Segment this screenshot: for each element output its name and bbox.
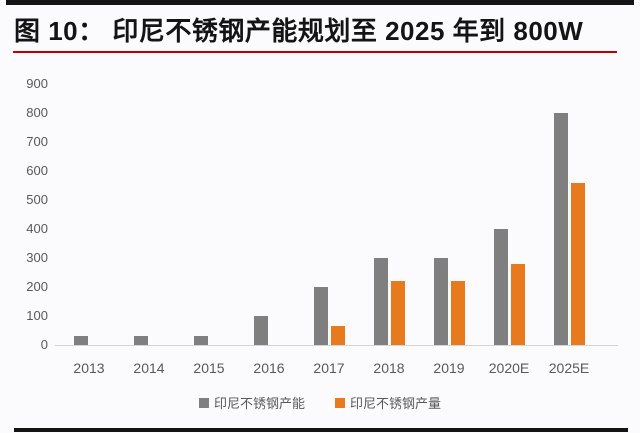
y-tick-label: 300	[26, 250, 48, 265]
y-tick-label: 400	[26, 221, 48, 236]
legend-label-capacity: 印尼不锈钢产能	[213, 396, 305, 411]
x-tick-label: 2025E	[548, 360, 590, 376]
bar-output-2018	[390, 281, 405, 345]
y-tick-label: 800	[26, 105, 48, 120]
y-tick-label: 500	[26, 192, 48, 207]
bar-capacity-2020E	[493, 229, 508, 345]
x-tick-label: 2020E	[488, 360, 530, 376]
y-tick-label: 100	[26, 308, 48, 323]
y-tick-label: 900	[26, 76, 48, 91]
bar-capacity-2025E	[553, 113, 568, 345]
bar-capacity-2014	[133, 336, 148, 345]
x-tick-label: 2017	[313, 360, 345, 376]
x-axis-line	[55, 345, 618, 346]
top-border-bar	[6, 0, 634, 5]
bar-capacity-2019	[433, 258, 448, 345]
legend-swatch-capacity	[198, 397, 209, 408]
y-tick-label: 600	[26, 163, 48, 178]
bottom-border-bar	[14, 428, 628, 432]
x-tick-label: 2015	[193, 360, 225, 376]
bar-capacity-2017	[313, 287, 328, 345]
x-tick-label: 2013	[73, 360, 105, 376]
legend-label-output: 印尼不锈钢产量	[350, 396, 442, 411]
bar-output-2019	[450, 281, 465, 345]
x-tick-label: 2018	[373, 360, 405, 376]
bar-output-2017	[330, 326, 345, 345]
y-tick-label: 0	[40, 337, 48, 352]
x-tick-label: 2014	[133, 360, 165, 376]
bar-capacity-2015	[193, 336, 208, 345]
figure-title: 图 10： 印尼不锈钢产能规划至 2025 年到 800W	[14, 16, 584, 46]
bar-output-2020E	[510, 264, 525, 345]
y-tick-label: 200	[26, 279, 48, 294]
bar-capacity-2016	[253, 316, 268, 345]
title-underline	[13, 51, 617, 53]
y-tick-label: 700	[26, 134, 48, 149]
legend-item-output: 印尼不锈钢产量	[335, 393, 441, 412]
bar-capacity-2013	[73, 336, 88, 345]
bar-capacity-2018	[373, 258, 388, 345]
x-tick-label: 2019	[433, 360, 465, 376]
chart-legend: 印尼不锈钢产能 印尼不锈钢产量	[0, 393, 640, 412]
legend-swatch-output	[335, 397, 345, 408]
bar-chart: 0 100 200 300 400 500 600 700 800 900 2013 2014 2015…	[0, 60, 640, 390]
legend-item-capacity: 印尼不锈钢产能	[198, 393, 305, 412]
bar-output-2025E	[570, 183, 585, 345]
x-tick-label: 2016	[253, 360, 285, 376]
